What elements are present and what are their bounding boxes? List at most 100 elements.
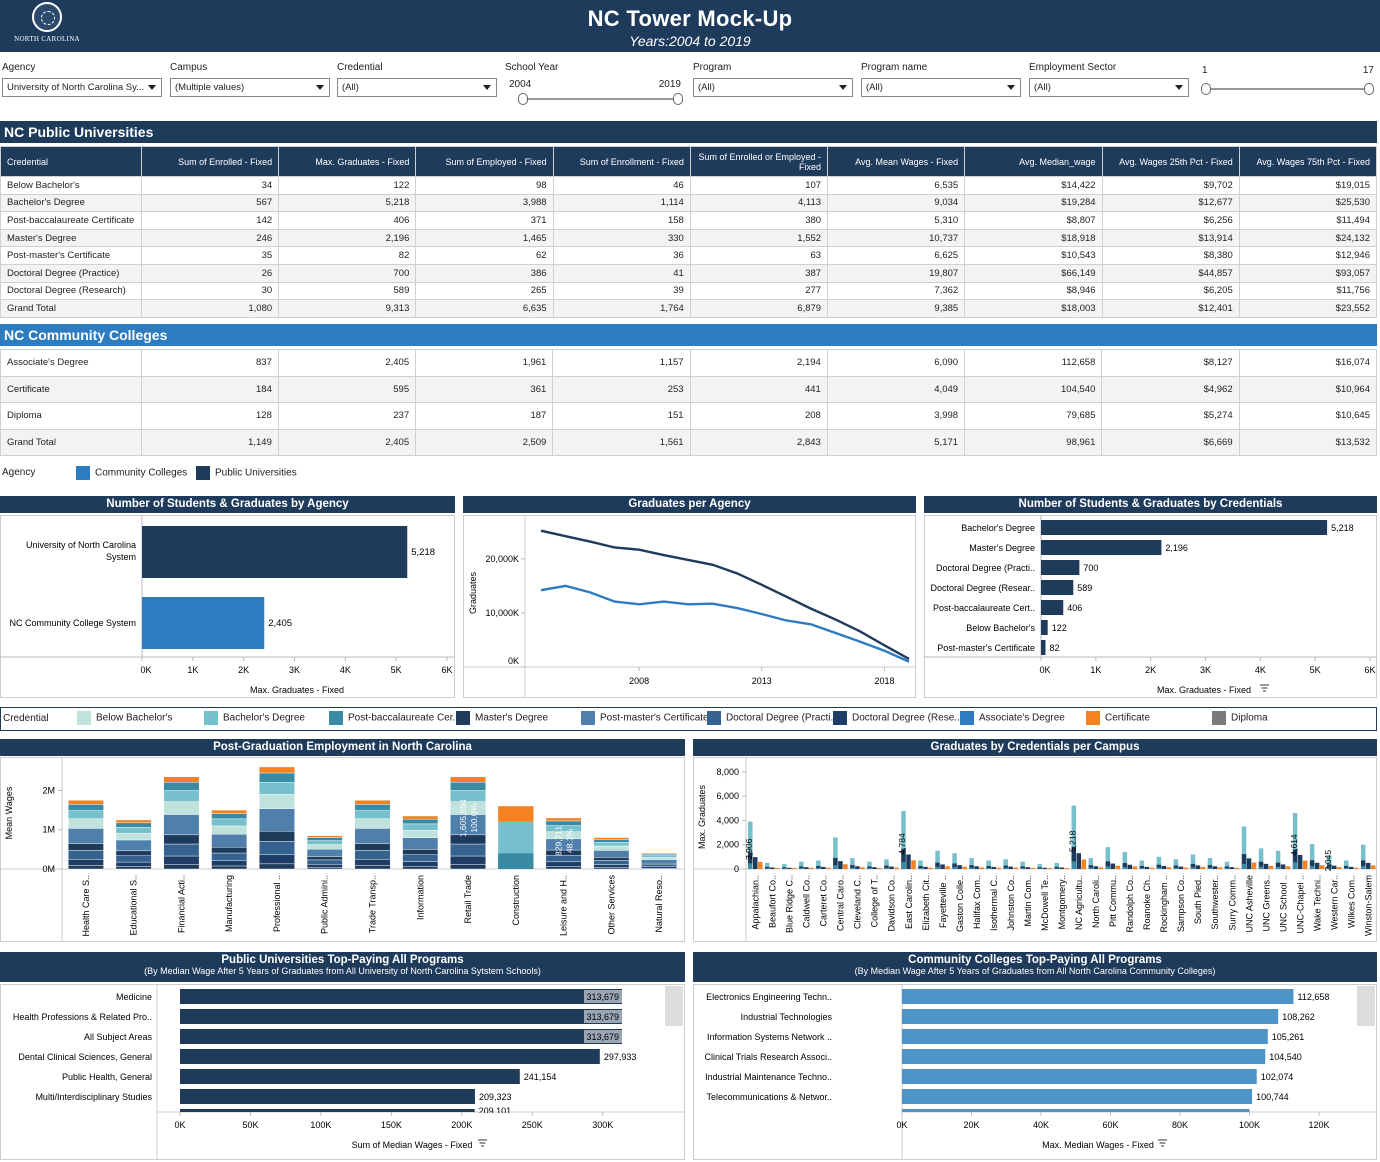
campus-bar[interactable]	[962, 866, 967, 869]
bar-segment[interactable]	[211, 865, 248, 870]
legend-item-public-universities[interactable]: Public Universities	[196, 466, 297, 480]
campus-bar[interactable]	[1360, 860, 1366, 870]
campus-bar[interactable]	[1360, 844, 1366, 869]
campus-bar[interactable]	[1207, 865, 1213, 869]
bar-segment[interactable]	[545, 838, 582, 851]
pay-bar[interactable]	[902, 1089, 1253, 1104]
campus-bar[interactable]	[1076, 853, 1082, 869]
table-row[interactable]: Associate's Degree 837 2,405 1,961 1,157 2,19…	[0, 349, 1378, 377]
campus-bar[interactable]	[1059, 867, 1064, 869]
bar-segment[interactable]	[68, 828, 104, 844]
bar-segment[interactable]	[306, 840, 343, 845]
credential-bar[interactable]	[1041, 600, 1064, 615]
bar-segment[interactable]	[641, 864, 677, 868]
campus-bar[interactable]	[1200, 866, 1206, 869]
pay-bar[interactable]	[180, 989, 623, 1004]
bar-segment[interactable]	[306, 867, 343, 870]
campus-bar[interactable]	[1319, 865, 1325, 869]
agency-select[interactable]: University of North Carolina Sy...	[2, 78, 162, 97]
campus-bar[interactable]	[1149, 867, 1155, 869]
table-row[interactable]: Diploma 128 237 187 151 208 3,998 79,685 $5,274 $…	[0, 402, 1378, 430]
campus-bar[interactable]	[884, 865, 889, 869]
bar-segment[interactable]	[450, 790, 486, 802]
campus-bar[interactable]	[884, 859, 889, 869]
campus-bar[interactable]	[1258, 866, 1264, 869]
campus-bar[interactable]	[1360, 866, 1366, 869]
campus-bar[interactable]	[1241, 863, 1247, 869]
campus-bar[interactable]	[1105, 847, 1111, 869]
bar-segment[interactable]	[259, 854, 295, 865]
bar-segment[interactable]	[593, 845, 630, 851]
bar-segment[interactable]	[545, 825, 582, 832]
campus-bar[interactable]	[1020, 868, 1025, 869]
campus-bar[interactable]	[826, 867, 831, 869]
campus-bar[interactable]	[1037, 864, 1042, 869]
campus-bar[interactable]	[1098, 867, 1104, 869]
campus-bar[interactable]	[918, 866, 923, 869]
campus-bar[interactable]	[799, 861, 804, 869]
column-header[interactable]: Credential	[0, 146, 142, 177]
campus-bar[interactable]	[996, 867, 1001, 869]
bar-segment[interactable]	[450, 864, 486, 870]
credential-bar[interactable]	[1041, 540, 1162, 555]
bar-value-label[interactable]: 313,679	[586, 1012, 619, 1022]
campus-bar[interactable]	[1292, 862, 1298, 869]
campus-bar[interactable]	[901, 862, 906, 869]
campus-bar[interactable]	[906, 854, 911, 869]
bar-segment[interactable]	[115, 850, 152, 856]
campus-bar[interactable]	[1110, 863, 1116, 869]
campus-bar[interactable]	[1054, 866, 1059, 869]
bar-value-label[interactable]: 313,679	[586, 992, 619, 1002]
legend-item[interactable]: Post-baccalaureate Cer...	[329, 711, 461, 725]
bar-segment[interactable]	[641, 859, 677, 864]
column-header[interactable]: Avg. Mean Wages - Fixed	[827, 146, 966, 177]
campus-bar[interactable]	[1144, 866, 1150, 869]
campus-bar[interactable]	[775, 868, 780, 869]
campus-bar[interactable]	[1343, 867, 1349, 869]
program-name-select[interactable]: (All)	[861, 78, 1021, 97]
campus-bar[interactable]	[1037, 867, 1042, 869]
bar-segment[interactable]	[163, 864, 200, 870]
campus-bar[interactable]	[809, 867, 814, 869]
bar-segment[interactable]	[115, 832, 152, 841]
campus-bar[interactable]	[816, 867, 821, 869]
table-row[interactable]: Grand Total 1,080 9,313 6,635 1,764 6,879 9,38…	[0, 299, 1378, 318]
bar-segment[interactable]	[68, 865, 104, 870]
bar-segment[interactable]	[163, 790, 200, 802]
bar-segment[interactable]	[593, 857, 630, 861]
campus-bar[interactable]	[782, 867, 787, 869]
bar-value-label[interactable]: 2,405	[268, 618, 292, 629]
bar-value-label[interactable]: 108,262	[1282, 1012, 1315, 1022]
campus-bar[interactable]	[1071, 805, 1077, 869]
credential-bar[interactable]	[1041, 640, 1046, 655]
bar-segment[interactable]	[450, 843, 486, 857]
campus-bar[interactable]	[816, 866, 821, 869]
campus-bar[interactable]	[1309, 860, 1315, 869]
bar-segment[interactable]	[354, 859, 391, 866]
campus-bar[interactable]	[877, 867, 882, 869]
bar-value-label[interactable]: 700	[1083, 563, 1098, 573]
bar-segment[interactable]	[402, 823, 439, 831]
bar-value-label[interactable]: 589	[1077, 583, 1092, 593]
bar-segment[interactable]	[115, 839, 152, 852]
credential-bar[interactable]	[1041, 560, 1080, 575]
campus-bar[interactable]	[1275, 862, 1281, 869]
campus-bar[interactable]	[1258, 861, 1264, 869]
campus-bar[interactable]	[911, 860, 916, 869]
campus-bar[interactable]	[1156, 867, 1162, 869]
bar-segment[interactable]	[163, 843, 200, 857]
bar-segment[interactable]	[68, 810, 104, 820]
bar-segment[interactable]	[163, 776, 200, 783]
column-header[interactable]: Avg. Wages 75th Pct - Fixed	[1238, 146, 1378, 177]
campus-bar[interactable]	[1081, 859, 1087, 869]
bar-segment[interactable]	[259, 863, 295, 870]
range-slider-min-handle[interactable]	[1201, 83, 1211, 95]
campus-bar[interactable]	[1190, 867, 1196, 869]
bar-segment[interactable]	[68, 804, 104, 811]
bar-value-label[interactable]: 104,540	[1269, 1052, 1302, 1062]
legend-item[interactable]: Post-master's Certificate	[581, 711, 709, 725]
bar-segment[interactable]	[163, 814, 200, 836]
campus-bar[interactable]	[1183, 867, 1189, 869]
campus-bar[interactable]	[833, 865, 838, 869]
campus-bar[interactable]	[1054, 868, 1059, 869]
